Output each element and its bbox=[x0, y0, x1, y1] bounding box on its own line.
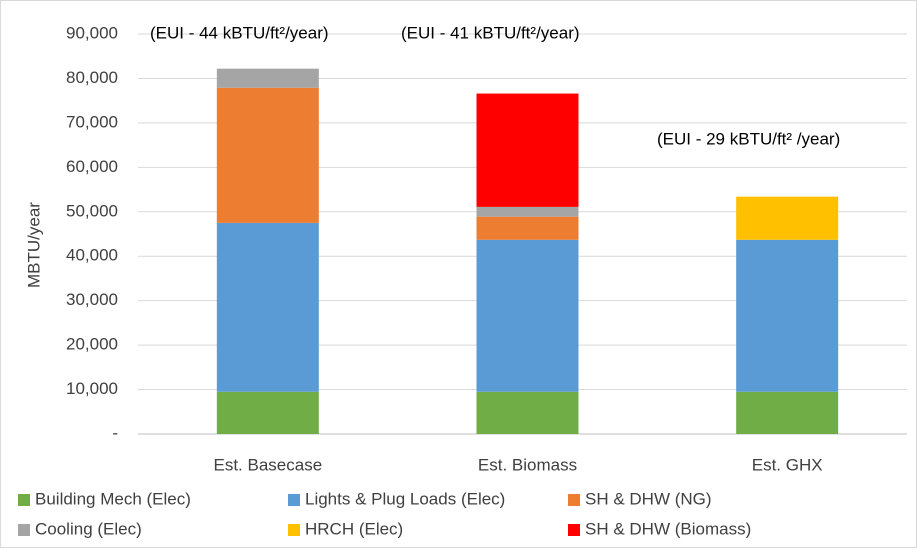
x-tick-label: Est. GHX bbox=[752, 455, 823, 474]
bar-segment bbox=[736, 196, 839, 240]
y-tick-label: 40,000 bbox=[66, 246, 118, 265]
y-tick-label: 80,000 bbox=[66, 68, 118, 87]
y-axis-label: MBTU/year bbox=[24, 202, 43, 288]
bar-segment bbox=[736, 391, 839, 434]
bar-segment bbox=[736, 239, 839, 392]
legend-label: Building Mech (Elec) bbox=[35, 489, 191, 508]
bar-segment bbox=[216, 222, 319, 392]
legend-label: SH & DHW (NG) bbox=[585, 489, 712, 508]
annotation: (EUI - 44 kBTU/ft²/year) bbox=[150, 23, 329, 42]
legend-swatch bbox=[568, 494, 580, 506]
x-tick-label: Est. Biomass bbox=[478, 455, 577, 474]
legend-label: HRCH (Elec) bbox=[305, 519, 403, 538]
legend-label: Cooling (Elec) bbox=[35, 519, 142, 538]
y-tick-label: 10,000 bbox=[66, 379, 118, 398]
y-tick-label: 90,000 bbox=[66, 23, 118, 42]
x-tick-label: Est. Basecase bbox=[213, 455, 322, 474]
legend-swatch bbox=[568, 524, 580, 536]
legend-swatch bbox=[288, 494, 300, 506]
bar-segment bbox=[216, 87, 319, 223]
bar-segment bbox=[476, 93, 579, 207]
y-tick-label: 50,000 bbox=[66, 201, 118, 220]
y-tick-label: - bbox=[112, 423, 118, 442]
annotation: (EUI - 41 kBTU/ft²/year) bbox=[401, 23, 580, 42]
legend-label: SH & DHW (Biomass) bbox=[585, 519, 751, 538]
bar-segment bbox=[476, 206, 579, 217]
annotation: (EUI - 29 kBTU/ft² /year) bbox=[657, 129, 840, 148]
legend-label: Lights & Plug Loads (Elec) bbox=[305, 489, 505, 508]
bar-segment bbox=[216, 391, 319, 434]
bar-segment bbox=[476, 216, 579, 240]
y-tick-label: 70,000 bbox=[66, 112, 118, 131]
legend-swatch bbox=[288, 524, 300, 536]
bar-segment bbox=[476, 239, 579, 392]
y-tick-label: 30,000 bbox=[66, 290, 118, 309]
y-tick-label: 60,000 bbox=[66, 157, 118, 176]
bar-segment bbox=[216, 68, 319, 88]
y-tick-label: 20,000 bbox=[66, 335, 118, 354]
bar-segment bbox=[476, 391, 579, 434]
legend-swatch bbox=[18, 524, 30, 536]
legend-swatch bbox=[18, 494, 30, 506]
